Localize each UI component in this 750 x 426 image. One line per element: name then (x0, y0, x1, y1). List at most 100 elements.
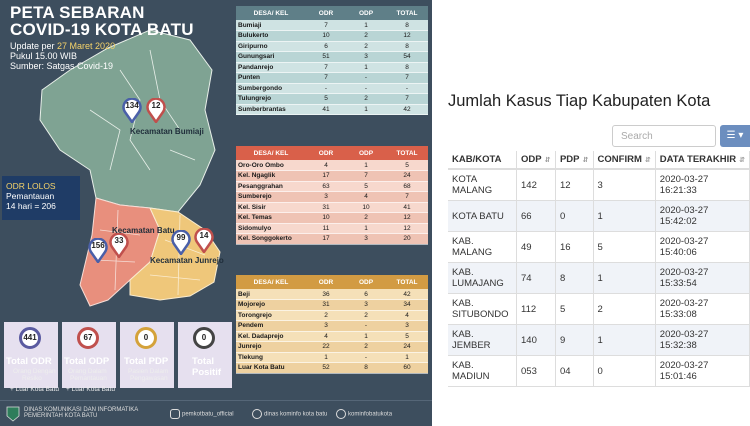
cell-desa: Torongrejo (236, 310, 306, 321)
cell-odp: 140 (516, 324, 556, 356)
cell-odr: 17 (306, 170, 346, 182)
cell-pdp: 9 (555, 324, 594, 356)
pin-junrejo-odp: 14 (194, 228, 214, 253)
cell-kab: KAB. MALANG (448, 231, 517, 263)
odr-lolos-line2: Pemantauan (6, 191, 55, 201)
cell-desa: Kel. Temas (236, 212, 306, 224)
cell-odp: - (346, 320, 386, 332)
cell-odp: 1 (346, 160, 386, 171)
cell-odp: - (346, 352, 386, 363)
cell-desa: Sumbergondo (236, 83, 306, 94)
kota-batu-map (39, 29, 221, 307)
cell-kab: KAB. LUMAJANG (448, 262, 517, 294)
cell-odp: 3 (346, 51, 386, 63)
column-header-odr: ODR (306, 146, 346, 160)
cell-date: 2020-03-27 (659, 298, 709, 309)
table-row: Pesanggrahan 63 5 68 (236, 181, 428, 192)
column-header-odp: ODP (346, 275, 386, 289)
table-row: Bumiaji 7 1 8 (236, 20, 428, 31)
cell-desa: Gunungsari (236, 51, 306, 63)
cell-desa: Tulungrejo (236, 93, 306, 105)
stat-title: Total (192, 356, 214, 367)
column-label: DATA TERAKHIR (659, 154, 737, 165)
cell-total: 8 (386, 62, 428, 73)
cell-time: 16:21:33 (659, 185, 697, 196)
cell-data-terakhir: 2020-03-27 15:42:02 (655, 200, 750, 232)
table-row: Tlekung 1-1 (236, 352, 428, 363)
cell-odp: 4 (346, 191, 386, 203)
cell-odp: 74 (516, 262, 556, 294)
cell-confirm: 2 (593, 293, 656, 325)
table-row: KAB. JEMBER 140 9 1 2020-03-27 15:32:38 (448, 324, 750, 356)
cell-total: 12 (386, 30, 428, 42)
poster-update-info: Update per 27 Maret 2020 Pukul 15.00 WIB… (10, 41, 115, 71)
column-label: ODP (521, 154, 542, 165)
stats-row: 441 67 0 0 (0, 322, 232, 388)
footer-org-line2: PEMERINTAH KOTA BATU (24, 413, 98, 419)
cell-odp: 66 (516, 200, 556, 232)
stat-circle: 0 (135, 327, 157, 349)
stat-total-pdp: 0 (120, 322, 174, 388)
search-input[interactable] (612, 125, 716, 147)
cell-odp: 2 (346, 212, 386, 224)
table-bumiaji: DESA/ KEL ODR ODP TOTAL Bumiaji 7 1 8 Buluke… (236, 6, 428, 115)
table-row: KOTA BATU 66 0 1 2020-03-27 15:42:02 (448, 200, 750, 232)
cell-desa: Pesanggrahan (236, 181, 306, 192)
cell-desa: Junrejo (236, 341, 306, 353)
column-label: PDP (559, 154, 580, 165)
cell-time: 15:33:08 (659, 309, 697, 320)
cell-odp: 2 (346, 30, 386, 42)
cell-desa: Sumberejo (236, 191, 306, 203)
stat-title: Total ODP (64, 356, 110, 367)
cell-odr: 11 (306, 223, 346, 234)
kecamatan-bumiaji-label: Kecamatan Bumiaji (130, 127, 204, 136)
cell-odp: 5 (346, 181, 386, 192)
pin-value: 33 (114, 236, 124, 245)
cell-desa: Sidomulyo (236, 223, 306, 234)
cell-total: 12 (386, 223, 428, 234)
column-header-desa: DESA/ KEL (236, 6, 306, 20)
table-row: Kel. Dadaprejo 4 1 5 (236, 331, 428, 342)
column-header-desa: DESA/ KEL (236, 146, 306, 160)
table-row: Oro-Oro Ombo 4 1 5 (236, 160, 428, 171)
cell-time: 15:40:06 (659, 247, 697, 258)
column-header-confirm[interactable]: CONFIRM ⇵ (593, 151, 656, 170)
stat-total-odr: 441 (4, 322, 58, 388)
column-header-odp[interactable]: ODP ⇵ (516, 151, 556, 170)
sort-icon: ⇵ (644, 157, 651, 164)
stat-sub: Resiko (22, 375, 42, 382)
cell-total: 20 (386, 233, 428, 245)
cell-desa: Mojorejo (236, 299, 306, 311)
update-date: 27 Maret 2020 (57, 41, 116, 51)
cell-confirm: 1 (593, 262, 656, 294)
cell-confirm: 3 (593, 169, 656, 201)
column-header-kab-kota[interactable]: KAB/KOTA (448, 151, 517, 170)
cell-total: 7 (386, 93, 428, 105)
cell-pdp: 5 (555, 293, 594, 325)
panel-title: Jumlah Kasus Tiap Kabupaten Kota (448, 92, 711, 110)
cell-total: 60 (386, 362, 428, 374)
cell-odp: 49 (516, 231, 556, 263)
column-header-pdp[interactable]: PDP ⇵ (555, 151, 594, 170)
cell-confirm: 5 (593, 231, 656, 263)
cell-desa: Kel. Dadaprejo (236, 331, 306, 342)
pin-bumiaji-odp: 12 (146, 98, 166, 123)
footer-org: DINAS KOMUNIKASI DAN INFORMATIKA PEMERIN… (24, 407, 138, 419)
column-header-data-terakhir[interactable]: DATA TERAKHIR ⇵ (655, 151, 750, 170)
cell-odr: 2 (306, 310, 346, 321)
cell-odp: 8 (346, 362, 386, 374)
poster-title-line1: PETA SEBARAN (10, 3, 145, 22)
data-source: Sumber: Satgas Covid-19 (10, 61, 114, 71)
cell-odr: 22 (306, 341, 346, 353)
cell-data-terakhir: 2020-03-27 16:21:33 (655, 169, 750, 201)
column-label: CONFIRM (597, 154, 642, 165)
instagram-icon (170, 409, 180, 419)
cell-desa: Beji (236, 289, 306, 300)
cell-odr: 3 (306, 191, 346, 203)
cell-confirm: 1 (593, 324, 656, 356)
column-view-button[interactable]: ☰ ▾ (720, 125, 750, 147)
stat-total-positif: 0 (178, 322, 232, 388)
cell-total: 12 (386, 212, 428, 224)
cell-desa: Pendem (236, 320, 306, 332)
cell-total: 1 (386, 352, 428, 363)
